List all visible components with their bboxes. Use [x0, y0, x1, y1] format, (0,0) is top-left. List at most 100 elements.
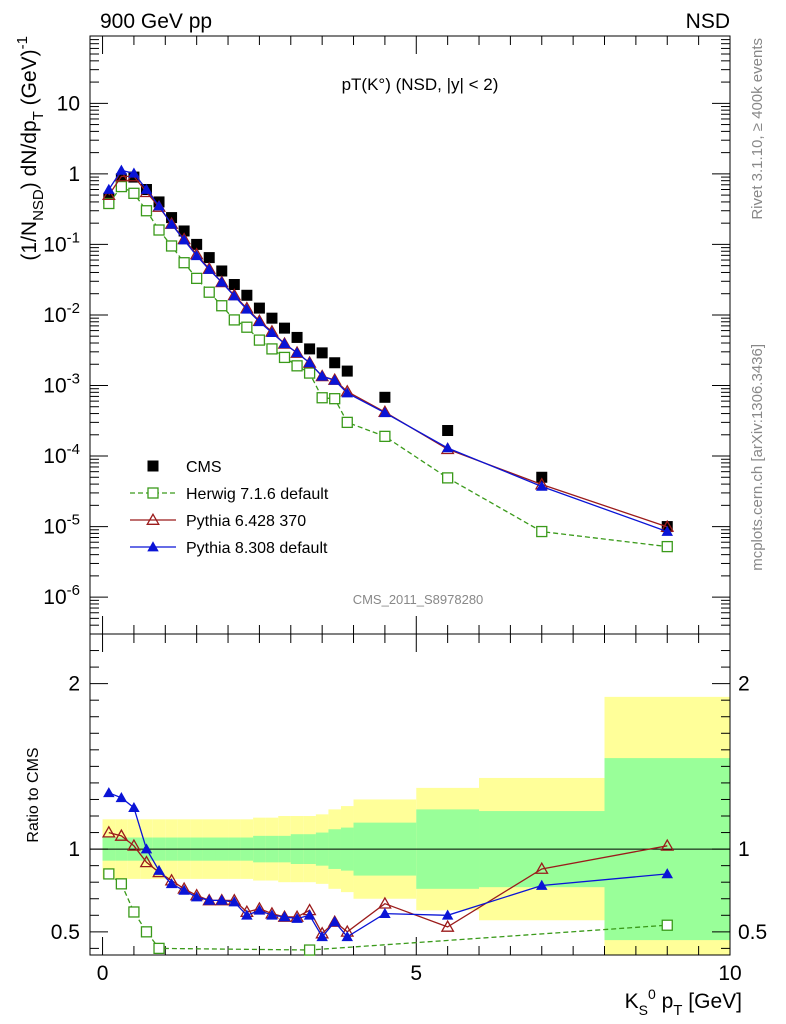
legend-marker [147, 487, 159, 499]
ratio-panel-frame [89, 633, 731, 956]
data-point [101, 825, 116, 838]
data-point [534, 861, 549, 874]
data-point [139, 855, 154, 868]
data-point [103, 183, 115, 194]
x-tick-label: 10 [718, 962, 741, 985]
y-tick-label: 10-4 [43, 441, 80, 468]
data-point [127, 838, 141, 851]
axis-ticks [90, 35, 731, 955]
data-point [442, 425, 454, 437]
data-point [316, 931, 328, 942]
data-point [341, 931, 354, 942]
data-point [303, 367, 316, 379]
data-point [291, 360, 303, 372]
data-point [140, 183, 153, 194]
data-point [128, 906, 140, 918]
data-point [329, 393, 341, 405]
legend-label: CMS [186, 459, 222, 476]
y-tick-label: 10-1 [43, 229, 80, 256]
data-series [101, 164, 675, 956]
data-point [128, 187, 140, 199]
data-point [216, 276, 228, 287]
legend-entry-cms: CMS [147, 459, 222, 476]
data-point [660, 838, 675, 851]
data-point [316, 392, 328, 404]
y-tick-label: 1 [68, 163, 80, 186]
ratio-y-tick-label: 0.5 [51, 921, 80, 944]
data-point [253, 302, 265, 314]
data-point [178, 257, 190, 269]
data-point [165, 240, 178, 252]
legend-entry-herwig-7-1-6-default: Herwig 7.1.6 default [130, 486, 329, 503]
data-point [241, 303, 253, 314]
data-point [536, 525, 548, 538]
legend: CMS Herwig 7.1.6 default Pythia 6.428 370 P… [130, 459, 329, 557]
plot-title: pT(K°) (NSD, |y| < 2) [342, 75, 499, 94]
series-line [108, 792, 668, 938]
ratio-y-tick-label-right: 1 [738, 838, 750, 861]
ratio-y-tick-label-right: 0.5 [738, 921, 767, 944]
data-point [536, 879, 548, 890]
data-point [103, 868, 115, 880]
data-point [328, 374, 341, 385]
data-point [379, 407, 391, 418]
ratio-y-tick-label: 2 [68, 673, 80, 696]
data-point [115, 878, 128, 890]
data-point [441, 442, 454, 453]
data-point [291, 331, 303, 343]
legend-entry-pythia-6-428-370: Pythia 6.428 370 [130, 512, 306, 530]
y-tick-label: 10-6 [43, 582, 80, 609]
data-point [379, 430, 391, 443]
ratio-y-tick-label-right: 2 [738, 673, 750, 696]
series-ratio-pythia-8-308-default [103, 787, 674, 942]
data-point [203, 286, 215, 298]
data-point [341, 416, 353, 429]
x-tick-label: 0 [97, 962, 109, 985]
data-point [103, 787, 115, 798]
data-point [253, 904, 266, 915]
data-point [661, 540, 673, 553]
data-point [153, 200, 165, 211]
data-point [140, 926, 153, 938]
ratio-y-tick-label: 1 [68, 838, 80, 861]
legend-marker [146, 512, 160, 525]
data-point [191, 238, 203, 250]
side-label-rivet: Rivet 3.1.10, ≥ 400k events [749, 38, 766, 220]
y-tick-label: 10-2 [43, 300, 80, 327]
data-point [266, 312, 278, 324]
data-point [266, 343, 278, 355]
data-point [241, 321, 253, 333]
data-point [228, 314, 240, 326]
data-point [278, 351, 291, 364]
data-point [379, 907, 391, 918]
data-point [661, 919, 673, 931]
data-point [241, 909, 253, 920]
data-point [328, 916, 341, 927]
analysis-id: CMS_2011_S8978280 [353, 592, 484, 607]
plot-frames [89, 35, 731, 956]
x-axis-label: KS0 pT [GeV] [625, 986, 742, 1019]
data-point [329, 357, 341, 369]
data-point [128, 167, 140, 178]
data-point [190, 250, 203, 261]
header-left: 900 GeV pp [100, 10, 212, 33]
data-point [153, 224, 165, 236]
data-point [291, 347, 303, 358]
data-point [165, 878, 178, 889]
data-point [216, 894, 228, 905]
data-point [341, 387, 354, 398]
legend-label: Pythia 8.308 default [186, 540, 328, 557]
data-point [291, 912, 303, 923]
series-main-herwig-7-1-6-default [103, 180, 673, 553]
data-point [253, 334, 266, 346]
data-point [115, 180, 128, 193]
y-tick-label: 10-5 [43, 512, 80, 539]
legend-marker [147, 460, 159, 472]
data-point [303, 909, 316, 920]
data-point [228, 290, 241, 301]
data-point [178, 225, 190, 237]
data-point [115, 792, 128, 803]
data-point [440, 919, 455, 932]
data-point [341, 365, 353, 377]
data-point [303, 944, 316, 956]
